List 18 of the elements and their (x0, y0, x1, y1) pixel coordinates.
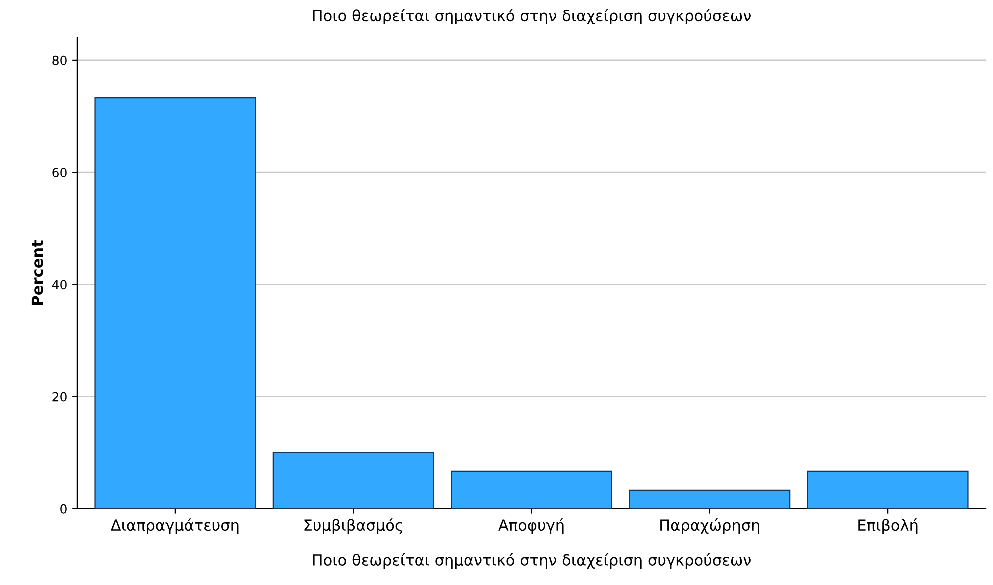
bar (629, 490, 791, 509)
x-tick-label: Αποφυγή (498, 518, 564, 534)
x-tick-label: Παραχώρηση (660, 518, 760, 534)
bar (94, 97, 256, 509)
bar (807, 470, 969, 509)
x-tick-label: Επιβολή (858, 518, 918, 534)
y-axis-title: Percent (32, 240, 44, 306)
bar (451, 470, 612, 509)
y-tick-label: 40 (52, 280, 67, 290)
x-axis-title: Ποιο θεωρείται σημαντικό στην διαχείριση συγκρούσεων (313, 554, 751, 569)
x-tick-label: Διαπραγμάτευση (110, 518, 239, 534)
y-tick-label: 0 (60, 504, 67, 514)
y-tick-label: 60 (52, 168, 67, 178)
bar (272, 452, 434, 509)
y-tick-label: 20 (52, 392, 67, 402)
y-tick-label: 80 (52, 56, 67, 66)
x-tick-label: Συμβιβασμός (304, 518, 402, 534)
chart-title: Ποιο θεωρείται σημαντικό στην διαχείριση συγκρούσεων (313, 9, 751, 25)
